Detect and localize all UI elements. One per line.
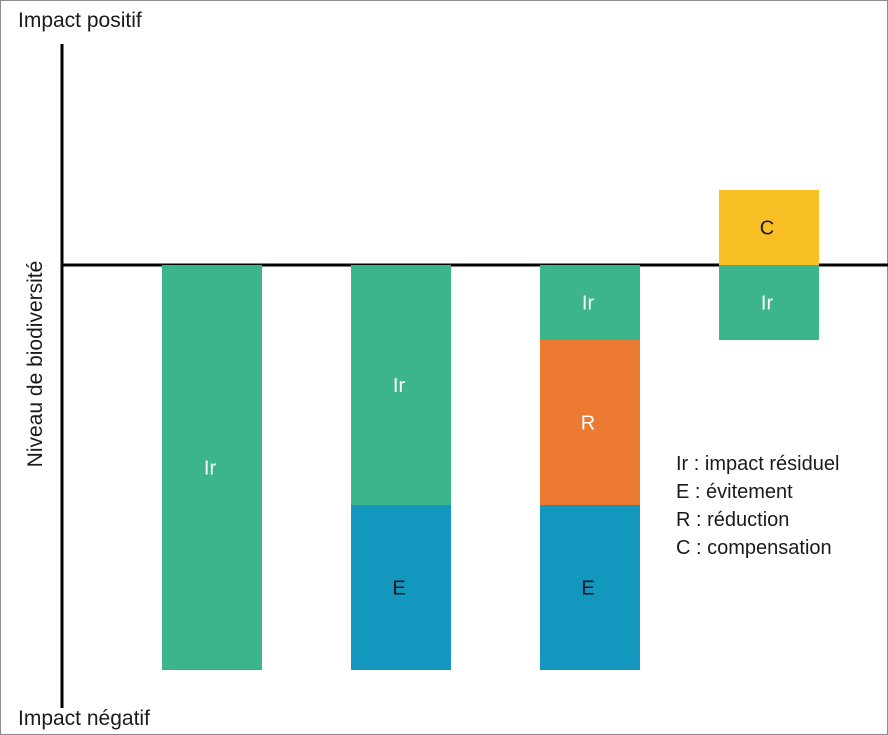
bar-3-segment-r (540, 340, 640, 505)
legend-item-ir: Ir : impact résiduel (676, 453, 840, 475)
bars-group: Ir Ir E Ir R E C Ir (162, 190, 819, 670)
bar-3-segment-e (540, 505, 640, 670)
bar-3-label-r: R (581, 413, 595, 435)
legend-item-e: E : évitement (676, 481, 793, 503)
bar-2-label-ir: Ir (393, 375, 406, 397)
bar-2-segment-e (351, 505, 451, 670)
bar-2-segment-ir (351, 265, 451, 505)
legend-item-r: R : réduction (676, 509, 790, 531)
bar-3-segment-ir (540, 265, 640, 340)
impact-negatif-label: Impact négatif (18, 707, 150, 730)
bar-1-label-ir: Ir (204, 458, 217, 480)
bar-4-segment-c (719, 190, 819, 265)
impact-positif-label: Impact positif (18, 9, 142, 32)
bar-2-label-e: E (392, 578, 405, 600)
bar-3-label-ir: Ir (582, 293, 595, 315)
bar-4-label-c: C (760, 218, 774, 240)
bar-1-segment-ir (162, 265, 262, 670)
legend: Ir : impact résiduel E : évitement R : r… (676, 450, 839, 562)
bar-4-label-ir: Ir (761, 293, 774, 315)
bar-3-label-e: E (581, 578, 594, 600)
legend-item-c: C : compensation (676, 537, 832, 559)
bar-4-segment-ir (719, 265, 819, 340)
